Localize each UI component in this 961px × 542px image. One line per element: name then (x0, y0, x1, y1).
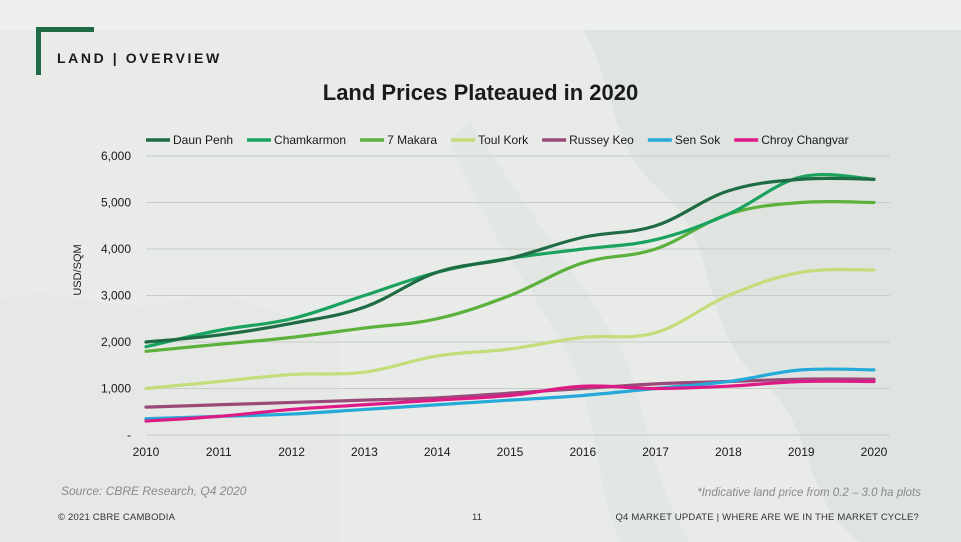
footer-copyright: © 2021 CBRE CAMBODIA (58, 512, 176, 523)
y-tick-label: 3,000 (101, 289, 131, 303)
x-tick-label: 2012 (278, 445, 305, 459)
series-line-7-makara (144, 199, 876, 353)
y-axis-label: USD/SQM (72, 244, 84, 295)
y-tick-label: 4,000 (101, 242, 131, 256)
page-number: 11 (472, 512, 483, 523)
footer-report-title: Q4 MARKET UPDATE | WHERE ARE WE IN THE M… (615, 512, 919, 523)
grid-layer (146, 155, 890, 436)
legend-item: Russey Keo (542, 133, 634, 147)
y-tick-label: - (127, 428, 131, 442)
legend-label: 7 Makara (387, 133, 437, 147)
legend-label: Russey Keo (569, 133, 634, 147)
legend-item: Daun Penh (146, 133, 233, 147)
legend-item: Toul Kork (451, 133, 529, 147)
corner-accent (36, 27, 94, 75)
x-tick-label: 2011 (206, 445, 232, 459)
legend-label: Toul Kork (478, 133, 529, 147)
chart-title: Land Prices Plateaued in 2020 (322, 80, 639, 105)
y-tick-label: 1,000 (101, 382, 131, 396)
y-tick-label: 2,000 (101, 335, 131, 349)
series-line-toul-kork (144, 267, 876, 391)
x-tick-label: 2017 (642, 445, 669, 459)
series-line-chamkarmon (144, 173, 876, 349)
axis-layer: - 1,000 2,000 3,000 4,000 5,000 6,000 2010 2011 2… (101, 149, 888, 459)
series-line-sen-sok (144, 367, 876, 421)
x-tick-label: 2015 (497, 445, 524, 459)
x-tick-label: 2014 (424, 445, 451, 459)
legend: Daun Penh Chamkarmon 7 Makara Toul Kork Russ… (146, 133, 849, 147)
x-tick-label: 2010 (133, 445, 160, 459)
series-line-daun-penh (144, 176, 876, 344)
legend-label: Chamkarmon (274, 133, 346, 147)
legend-item: 7 Makara (360, 133, 437, 147)
x-tick-label: 2020 (861, 445, 888, 459)
source-text: Source: CBRE Research, Q4 2020 (61, 484, 247, 498)
legend-label: Daun Penh (173, 133, 233, 147)
legend-item: Sen Sok (647, 133, 721, 147)
legend-item: Chamkarmon (247, 133, 346, 147)
series-line-chroy-changvar (144, 379, 876, 423)
x-tick-label: 2018 (715, 445, 742, 459)
x-tick-label: 2019 (788, 445, 815, 459)
y-tick-label: 5,000 (101, 196, 131, 210)
series-line-russey-keo (144, 377, 876, 409)
x-tick-label: 2013 (351, 445, 378, 459)
series-layer (144, 173, 876, 423)
x-tick-label: 2016 (569, 445, 596, 459)
legend-label: Sen Sok (675, 133, 721, 147)
legend-item: Chroy Changvar (734, 133, 849, 147)
y-tick-label: 6,000 (101, 149, 131, 163)
legend-label: Chroy Changvar (761, 133, 848, 147)
section-label: LAND | OVERVIEW (57, 50, 222, 66)
footnote-text: *Indicative land price from 0.2 – 3.0 ha… (697, 487, 921, 499)
